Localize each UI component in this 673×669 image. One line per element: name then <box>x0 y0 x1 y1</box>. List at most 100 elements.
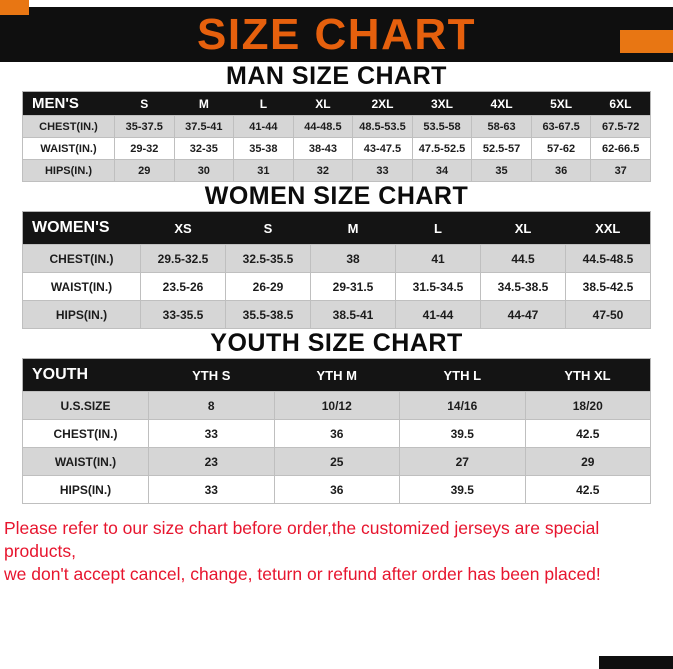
measurement-row: CHEST(IN.) 35-37.5 37.5-41 41-44 44-48.5 48.5… <box>22 115 651 138</box>
value-cell: 25 <box>273 447 400 476</box>
footer-line-2: we don't accept cancel, change, teturn o… <box>4 564 601 585</box>
value-cell: 35 <box>471 159 532 182</box>
size-column-header: YTH S <box>148 358 274 392</box>
value-cell: 44-48.5 <box>292 115 354 138</box>
measurement-row: WAIST(IN.) 23 25 27 29 <box>22 447 651 476</box>
man-section-heading: MAN SIZE CHART <box>226 62 447 90</box>
size-column-header: YTH XL <box>525 358 651 392</box>
women-size-table: WOMEN'S XS S M L XL XXL CHEST(IN.) 29.5-32.5 32.5… <box>22 211 651 329</box>
youth-section-heading: YOUTH SIZE CHART <box>210 329 463 357</box>
value-cell: 8 <box>148 391 275 420</box>
size-column-header: S <box>225 211 311 245</box>
size-column-header: M <box>174 91 234 116</box>
value-cell: 47-50 <box>565 300 651 329</box>
decor-right-rect <box>620 30 673 53</box>
value-cell: 44.5-48.5 <box>565 244 651 273</box>
measurement-row: CHEST(IN.) 33 36 39.5 42.5 <box>22 419 651 448</box>
measurement-row: HIPS(IN.) 33 36 39.5 42.5 <box>22 475 651 504</box>
size-column-header: L <box>395 211 481 245</box>
size-column-header: 5XL <box>531 91 591 116</box>
value-cell: 33-35.5 <box>140 300 226 329</box>
value-cell: 36 <box>273 475 400 504</box>
value-cell: 36 <box>273 419 400 448</box>
size-column-header: YTH L <box>399 358 525 392</box>
value-cell: 29-31.5 <box>310 272 396 301</box>
row-label-cell: CHEST(IN.) <box>22 115 115 138</box>
banner: SIZE CHART <box>0 7 673 62</box>
row-label-cell: U.S.SIZE <box>22 391 149 420</box>
row-label-cell: HIPS(IN.) <box>22 475 149 504</box>
measurement-row: CHEST(IN.) 29.5-32.5 32.5-35.5 38 41 44.5 44.5… <box>22 244 651 273</box>
value-cell: 38 <box>310 244 396 273</box>
value-cell: 27 <box>399 447 526 476</box>
header-row: WOMEN'S XS S M L XL XXL <box>22 211 651 245</box>
value-cell: 33 <box>352 159 413 182</box>
size-column-header: S <box>114 91 175 116</box>
table-title-cell: YOUTH <box>22 358 149 392</box>
value-cell: 32-35 <box>173 137 235 160</box>
value-cell: 58-63 <box>471 115 532 138</box>
table-title-cell: WOMEN'S <box>22 211 141 245</box>
measurement-row: HIPS(IN.) 29 30 31 32 33 34 35 36 37 <box>22 159 651 182</box>
size-column-header: XL <box>480 211 566 245</box>
row-label-cell: HIPS(IN.) <box>22 300 141 329</box>
value-cell: 35-38 <box>233 137 294 160</box>
value-cell: 43-47.5 <box>352 137 413 160</box>
value-cell: 34.5-38.5 <box>480 272 566 301</box>
value-cell: 52.5-57 <box>471 137 532 160</box>
value-cell: 53.5-58 <box>411 115 473 138</box>
row-label-cell: WAIST(IN.) <box>22 447 149 476</box>
footer-line-1: Please refer to our size chart before or… <box>4 518 600 562</box>
value-cell: 33 <box>148 475 275 504</box>
youth-size-table: YOUTH YTH S YTH M YTH L YTH XL U.S.SIZE 8 10/12… <box>22 358 651 504</box>
row-label-cell: WAIST(IN.) <box>22 272 141 301</box>
value-cell: 67.5-72 <box>590 115 651 138</box>
value-cell: 32.5-35.5 <box>225 244 311 273</box>
size-column-header: 2XL <box>352 91 413 116</box>
decor-bottom-right-rect <box>599 656 673 669</box>
women-section-heading: WOMEN SIZE CHART <box>204 182 469 210</box>
row-label-cell: CHEST(IN.) <box>22 419 149 448</box>
value-cell: 18/20 <box>524 391 651 420</box>
value-cell: 30 <box>173 159 235 182</box>
size-column-header: 6XL <box>590 91 651 116</box>
value-cell: 34 <box>411 159 473 182</box>
footer-note: Please refer to our size chart before or… <box>4 517 667 586</box>
measurement-row: U.S.SIZE 8 10/12 14/16 18/20 <box>22 391 651 420</box>
value-cell: 41-44 <box>395 300 481 329</box>
value-cell: 57-62 <box>530 137 592 160</box>
value-cell: 42.5 <box>524 419 651 448</box>
value-cell: 38.5-41 <box>310 300 396 329</box>
value-cell: 36 <box>530 159 592 182</box>
value-cell: 44-47 <box>480 300 566 329</box>
value-cell: 63-67.5 <box>530 115 592 138</box>
row-label-cell: HIPS(IN.) <box>22 159 115 182</box>
size-column-header: L <box>233 91 294 116</box>
value-cell: 48.5-53.5 <box>352 115 413 138</box>
header-row: MEN'S S M L XL 2XL 3XL 4XL 5XL 6XL <box>22 91 651 116</box>
value-cell: 62-66.5 <box>590 137 651 160</box>
header-row: YOUTH YTH S YTH M YTH L YTH XL <box>22 358 651 392</box>
value-cell: 33 <box>148 419 275 448</box>
measurement-row: WAIST(IN.) 23.5-26 26-29 29-31.5 31.5-34.5 34… <box>22 272 651 301</box>
size-column-header: 3XL <box>412 91 472 116</box>
measurement-row: WAIST(IN.) 29-32 32-35 35-38 38-43 43-47.5 47.… <box>22 137 651 160</box>
value-cell: 23 <box>148 447 275 476</box>
value-cell: 38.5-42.5 <box>565 272 651 301</box>
value-cell: 35-37.5 <box>114 115 175 138</box>
table-title-cell: MEN'S <box>22 91 115 116</box>
value-cell: 47.5-52.5 <box>411 137 473 160</box>
value-cell: 23.5-26 <box>140 272 226 301</box>
value-cell: 14/16 <box>399 391 526 420</box>
measurement-row: HIPS(IN.) 33-35.5 35.5-38.5 38.5-41 41-44 44-… <box>22 300 651 329</box>
size-column-header: YTH M <box>274 358 400 392</box>
value-cell: 29-32 <box>114 137 175 160</box>
value-cell: 10/12 <box>273 391 400 420</box>
value-cell: 29.5-32.5 <box>140 244 226 273</box>
value-cell: 39.5 <box>399 419 526 448</box>
size-column-header: 4XL <box>471 91 532 116</box>
value-cell: 37 <box>590 159 651 182</box>
row-label-cell: WAIST(IN.) <box>22 137 115 160</box>
value-cell: 42.5 <box>524 475 651 504</box>
